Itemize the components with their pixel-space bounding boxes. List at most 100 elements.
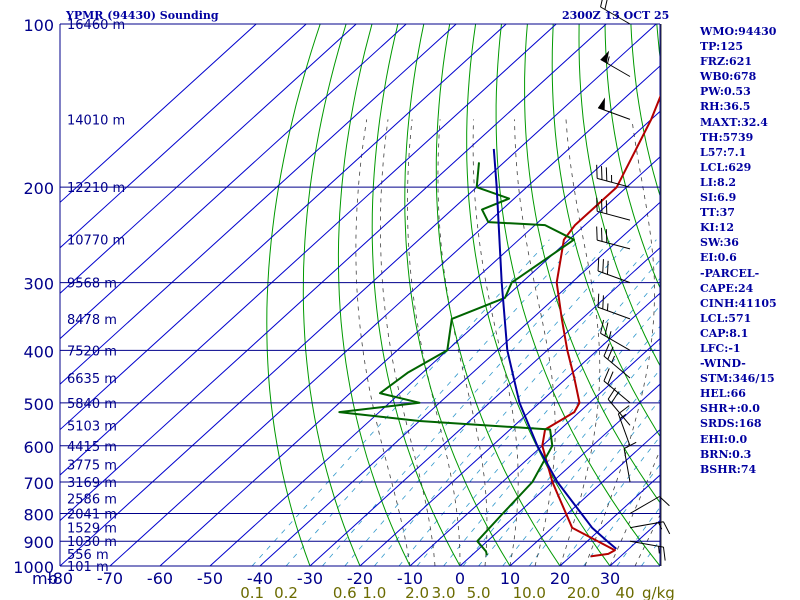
height-label: 2041 m [67,507,117,522]
height-label: 9568 m [67,277,117,292]
moist-adiabat-line [559,119,601,566]
temperature-tick-label: 10 [500,569,520,588]
moist-adiabat-line [437,119,488,566]
barb-half [619,413,627,419]
wind-barb [607,387,631,426]
barb-full [610,391,620,404]
barb-full [618,405,630,415]
index-item: LFC:-1 [700,341,741,355]
wind-barb [597,257,631,284]
barb-full [605,229,608,243]
pressure-label: 700 [23,474,54,493]
height-label: 5840 m [67,397,117,412]
barb-staff [597,306,631,320]
pressure-label: 500 [23,395,54,414]
height-label: 3775 m [67,459,117,474]
index-item: KI:12 [700,221,735,235]
index-item: TT:37 [700,206,735,220]
barb-half [606,303,609,311]
stability-indices-list: WMO:94430 TP:125 FRZ:621 WB0:678 PW:0.53 RH:3… [700,24,777,477]
height-label: 7520 m [67,344,117,359]
height-label: 101 m [67,560,109,575]
barb-full [603,368,610,382]
index-item: BRN:0.3 [700,447,752,461]
wind-barb [600,319,631,351]
pressure-label: 100 [23,16,54,35]
index-item: -WIND- [700,357,746,371]
isotherm-line [459,383,660,566]
profile-lines [338,94,660,558]
moist-adiabat-line [514,119,556,566]
height-label: 2586 m [67,492,117,507]
temperature-tick-label: 20 [550,569,570,588]
barb-staff [600,59,631,77]
height-label: 4415 m [67,440,117,455]
isotherm-line [60,24,557,476]
mixing-ratio-label: 20.0 [567,584,600,600]
barb-full [597,293,600,308]
index-item: WB0:678 [700,70,757,84]
barb-staff [603,355,631,379]
barb-staff [603,380,631,404]
mixing-ratio-label: 3.0 [432,584,456,600]
index-item: LCL:571 [700,311,752,325]
barb-full [602,295,604,310]
barb-half [608,331,612,339]
dry-adiabat-line [604,24,660,289]
index-item: EI:0.6 [700,251,737,265]
barb-full [606,260,609,275]
isotherm-line [159,110,660,566]
temperature-tick-label: -30 [297,569,323,588]
index-item: BSHR:74 [700,462,757,476]
barb-full [605,167,608,182]
temperature-tick-label: -80 [47,569,73,588]
dry-adiabat-line [435,24,561,566]
mixing-ratio-line [502,369,660,566]
wind-barb [596,226,631,250]
wind-barb [600,50,631,77]
index-item: MAXT:32.4 [700,115,768,129]
wind-barb [629,496,670,514]
barb-staff [600,332,631,351]
temperature-tick-label: -70 [97,569,123,588]
temperature-tick-label: 30 [600,569,620,588]
barb-full [623,441,637,449]
barb-staff [597,210,631,221]
barb-half [606,56,610,64]
height-label: 3169 m [67,476,117,491]
temperature-tick-label: -50 [197,569,223,588]
wind-barb [596,197,631,221]
mixing-ratio-label: 10.0 [513,584,546,600]
dry-adiabats [266,24,660,566]
wind-barb [597,293,631,320]
index-item: -PARCEL- [700,266,760,280]
wind-barb [629,521,671,535]
dry-adiabat-line [495,24,660,566]
temperature-tick-label: -40 [247,569,273,588]
barb-pennant [598,97,605,111]
barb-half [611,174,613,183]
dry-adiabat-line [578,24,660,367]
index-item: HEL:66 [700,387,746,401]
height-label: 16460 m [67,18,125,33]
dry-adiabat-line [337,24,411,566]
height-label: 6635 m [67,372,117,387]
mixing-ratio-label: 5.0 [467,584,491,600]
isotherm-line [60,24,307,249]
height-label: 1030 m [67,535,117,550]
moist-adiabat-line [406,119,461,566]
index-item: LI:8.2 [700,175,737,189]
pressure-label: 1000 [13,558,54,577]
barb-full [600,319,605,334]
mixing-ratio-line [285,239,580,566]
dewpoint-line [338,162,575,556]
dry-adiabat-line [404,24,511,566]
pressure-label: 600 [23,438,54,457]
height-label: 1529 m [67,522,117,537]
temperature-tick-label: 0 [455,569,465,588]
index-item: TH:5739 [700,130,754,144]
barb-full [597,257,600,271]
wind-barb [623,441,637,483]
pressure-grid [59,23,661,567]
